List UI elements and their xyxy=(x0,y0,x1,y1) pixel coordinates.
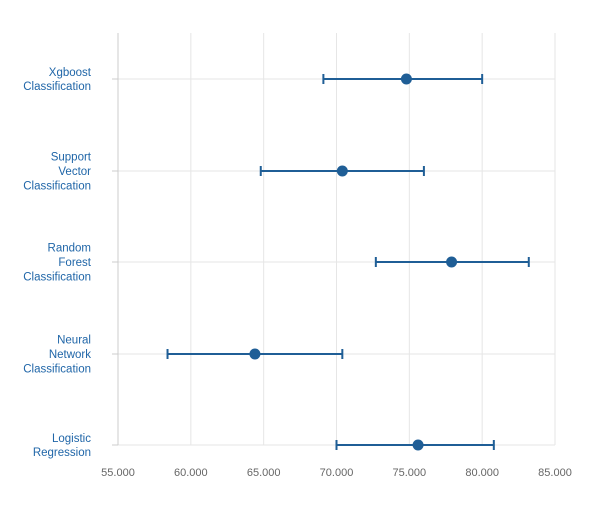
error-bar-group xyxy=(166,348,344,360)
category-label: Random Forest Classification xyxy=(23,243,92,284)
category-label-line: Vector xyxy=(58,166,91,178)
x-tick-label: 80.000 xyxy=(465,467,499,479)
data-point xyxy=(336,165,348,177)
category-label-line: Xgboost xyxy=(49,67,92,79)
x-tick-label: 75.000 xyxy=(393,467,427,479)
data-point xyxy=(249,348,261,360)
data-point xyxy=(400,73,412,85)
category-label: Logistic Regression xyxy=(33,433,91,459)
category-label-line: Classification xyxy=(23,180,91,192)
category-labels: Xgboost Classification Support Vector Classi… xyxy=(23,67,92,459)
category-label-line: Neural xyxy=(57,335,91,347)
category-label-line: Forest xyxy=(58,257,91,269)
category-label-line: Regression xyxy=(33,447,91,459)
category-label-line: Support xyxy=(51,152,92,164)
category-label-line: Classification xyxy=(23,363,91,375)
x-tick-label: 65.000 xyxy=(247,467,281,479)
error-bar-group xyxy=(259,165,425,177)
category-label: Support Vector Classification xyxy=(23,152,92,193)
x-tick-label: 70.000 xyxy=(320,467,354,479)
error-bar-group xyxy=(335,439,495,451)
category-label-line: Network xyxy=(49,349,91,361)
category-label-line: Classification xyxy=(23,271,91,283)
category-label: Xgboost Classification xyxy=(23,67,92,93)
error-bar-group xyxy=(322,73,484,85)
series-layer xyxy=(166,73,530,451)
x-tick-labels: 55.000 60.000 65.000 70.000 75.000 80.000 85.0… xyxy=(101,467,572,479)
category-label-line: Logistic xyxy=(52,433,91,445)
error-bar-group xyxy=(374,256,530,268)
x-tick-label: 55.000 xyxy=(101,467,135,479)
category-label-line: Classification xyxy=(23,81,91,93)
grid-layer xyxy=(118,33,556,446)
data-point xyxy=(446,256,458,268)
data-point xyxy=(412,439,424,451)
x-tick-label: 85.000 xyxy=(538,467,572,479)
x-tick-label: 60.000 xyxy=(174,467,208,479)
axis-layer xyxy=(112,33,119,446)
category-label-line: Random xyxy=(48,243,91,255)
category-label: Neural Network Classification xyxy=(23,335,91,376)
